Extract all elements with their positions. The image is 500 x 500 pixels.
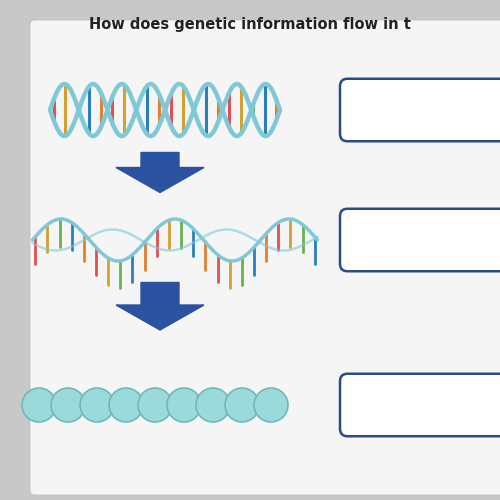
FancyBboxPatch shape	[30, 20, 500, 495]
Circle shape	[109, 388, 143, 422]
Polygon shape	[116, 152, 204, 192]
Text: How does genetic information flow in t: How does genetic information flow in t	[89, 18, 411, 32]
Circle shape	[138, 388, 172, 422]
FancyBboxPatch shape	[340, 374, 500, 436]
Circle shape	[80, 388, 114, 422]
Circle shape	[51, 388, 85, 422]
Circle shape	[167, 388, 201, 422]
FancyBboxPatch shape	[340, 209, 500, 271]
Circle shape	[196, 388, 230, 422]
Circle shape	[254, 388, 288, 422]
FancyBboxPatch shape	[340, 78, 500, 141]
Circle shape	[22, 388, 56, 422]
Polygon shape	[116, 282, 204, 330]
Circle shape	[225, 388, 259, 422]
